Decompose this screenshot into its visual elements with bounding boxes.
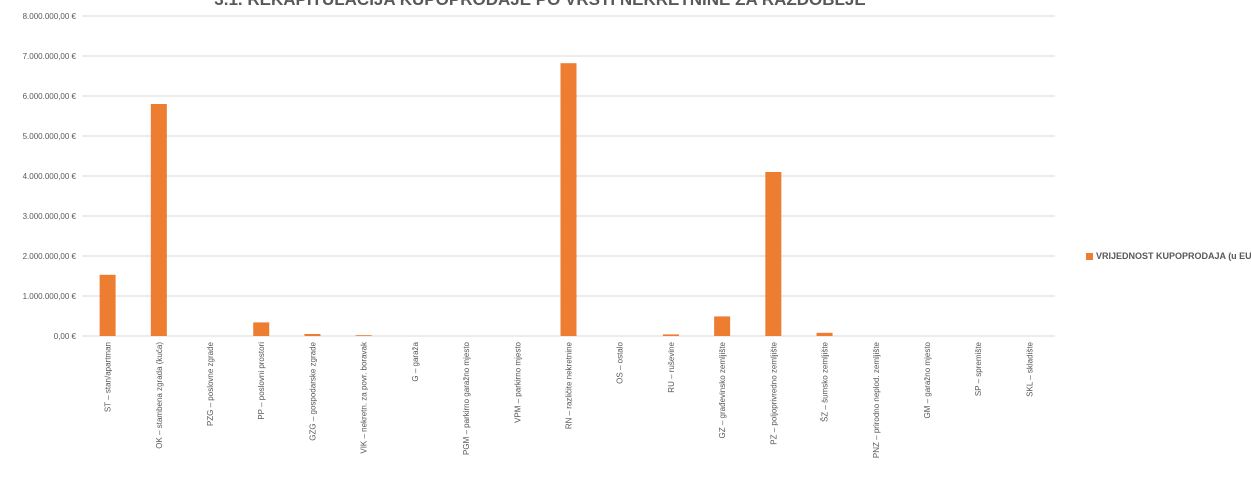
x-tick-label: RN – različite nekretnine [565,341,574,429]
x-axis-ticks: ST – stan/apartman OK – stambena zgrada (… [104,341,1035,458]
bar [714,316,731,336]
legend-label: VRIJEDNOST KUPOPRODAJA (u EUR) [1096,251,1251,261]
bar [253,322,270,336]
x-tick-label: PGM – parkirno garažno mjesto [462,341,471,454]
gridlines [82,15,1055,337]
y-tick-label: 3.000.000,00 € [23,212,77,221]
x-tick-label: SP – spremište [974,341,983,396]
x-tick-label: PNZ – prirodno neplod. zemljište [872,341,881,458]
y-tick-label: 2.000.000,00 € [23,252,77,261]
y-axis-ticks: 0,00 € 1.000.000,00 € 2.000.000,00 € 3.000.… [23,12,77,341]
y-tick-label: 1.000.000,00 € [23,292,77,301]
bar [150,104,167,336]
y-tick-label: 6.000.000,00 € [23,92,77,101]
bar [304,334,321,336]
x-tick-label: PZ – poljoprivredno zemljište [769,341,778,444]
x-tick-label: ST – stan/apartman [104,342,113,412]
x-tick-label: VPM – parkirno mjesto [513,341,522,422]
y-tick-label: 7.000.000,00 € [23,52,77,61]
bar [560,63,577,336]
bar [816,332,833,336]
x-tick-label: PP – poslovni prostori [257,342,266,420]
y-tick-label: 5.000.000,00 € [23,132,77,141]
x-tick-label: PZG – poslovne zgrade [206,341,215,426]
y-tick-label: 0,00 € [54,332,77,341]
x-tick-label: RU – ruševine [667,341,676,392]
x-tick-label: G – garaža [411,341,420,381]
y-tick-label: 8.000.000,00 € [23,12,77,21]
x-tick-label: GM – garažno mjesto [923,341,932,418]
bar [99,274,116,336]
bar [765,172,782,336]
bars [99,63,833,336]
legend: VRIJEDNOST KUPOPRODAJA (u EUR) [1086,251,1251,261]
x-tick-label: GZG – gospodarske zgrade [308,341,317,440]
y-tick-label: 4.000.000,00 € [23,172,77,181]
x-tick-label: ŠZ – šumsko zemljište [821,341,830,422]
x-tick-label: SKL – skladište [1025,341,1034,396]
x-tick-label: OS – ostalo [616,341,625,383]
legend-swatch [1086,252,1093,260]
x-tick-label: OK – stambena zgrada (kuća) [155,342,164,449]
bar [662,334,679,336]
bar [355,335,372,336]
chart-title: 3.1. REKAPITULACIJA KUPOPRODAJE PO VRSTI… [0,0,1080,10]
x-tick-label: VIK – nekretn. za povr. boravak [360,341,369,454]
x-tick-label: GZ – građevinsko zemljište [718,341,727,438]
